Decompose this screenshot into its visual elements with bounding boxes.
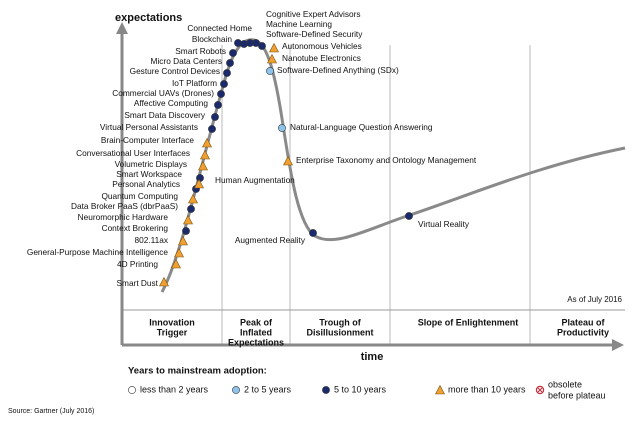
node-marker <box>183 214 193 225</box>
node-marker <box>220 80 228 88</box>
node-label: Gesture Control Devices <box>130 66 220 76</box>
node-marker <box>226 59 234 67</box>
node-label: Nanotube Electronics <box>282 53 361 63</box>
node-marker <box>223 69 231 77</box>
node-label: Software-Defined Security <box>266 29 363 39</box>
source: Source: Gartner (July 2016) <box>8 408 94 415</box>
node-label: Context Brokering <box>102 223 169 233</box>
phase-label: Plateau of <box>561 317 605 327</box>
node-label: Personal Analytics <box>112 179 180 189</box>
node-marker <box>208 125 216 133</box>
phase-label: Trough of <box>319 317 361 327</box>
phase-label: Innovation <box>149 317 195 327</box>
node-label: 802.11ax <box>134 235 168 245</box>
phase-label: Productivity <box>557 327 609 337</box>
node-label: 4D Printing <box>117 259 158 269</box>
legend-marker <box>128 386 136 394</box>
node-label: IoT Platform <box>172 78 217 88</box>
legend-label: less than 2 years <box>140 384 209 394</box>
node-label: Smart Data Discovery <box>124 110 206 120</box>
node-label: General-Purpose Machine Intelligence <box>27 247 169 257</box>
node-label: Human Augmentation <box>215 175 295 185</box>
node-label: Quantum Computing <box>101 191 178 201</box>
node-label: Neuromorphic Hardware <box>78 212 169 222</box>
as-of: As of July 2016 <box>567 295 622 304</box>
node-label: Cognitive Expert Advisors <box>266 9 361 19</box>
node-label: Autonomous Vehicles <box>282 41 362 51</box>
layer: Smart Dust 4D Printing General-Purpose Mac… <box>27 9 609 400</box>
node-label: Blockchain <box>192 34 233 44</box>
node-label: Enterprise Taxonomy and Ontology Managem… <box>296 155 477 165</box>
node-marker <box>214 101 222 109</box>
legend-marker <box>322 386 330 394</box>
node-marker <box>217 90 225 98</box>
legend-title: Years to mainstream adoption: <box>128 366 267 377</box>
node-marker <box>187 205 195 213</box>
node-label: Machine Learning <box>266 19 332 29</box>
node-marker <box>269 42 279 53</box>
node-label: Smart Robots <box>175 46 226 56</box>
legend-label: 2 to 5 years <box>244 384 292 394</box>
phase-label: Peak of <box>240 317 273 327</box>
node-marker <box>174 247 184 258</box>
node-label: Virtual Personal Assistants <box>100 122 198 132</box>
node-label: Connected Home <box>187 23 252 33</box>
node-label: Brain-Computer Interface <box>101 135 195 145</box>
node-label: Data Broker PaaS (dbrPaaS) <box>71 201 178 211</box>
node-marker <box>258 42 266 50</box>
legend-marker <box>537 387 543 393</box>
node-marker <box>211 113 219 121</box>
y-axis-arrow <box>116 22 128 34</box>
node-marker <box>267 53 277 64</box>
node-label: Smart Workspace <box>116 169 182 179</box>
node-label: Software-Defined Anything (SDx) <box>277 65 399 75</box>
node-label: Augmented Reality <box>235 235 306 245</box>
node-marker <box>196 174 204 182</box>
node-marker <box>159 276 169 287</box>
legend-label: 5 to 10 years <box>334 384 387 394</box>
node-marker <box>194 178 204 189</box>
node-label: Conversational User Interfaces <box>76 148 190 158</box>
node-marker <box>198 160 208 171</box>
x-axis-label: time <box>361 351 384 363</box>
node-label: Volumetric Displays <box>115 159 187 169</box>
node-marker <box>229 49 237 57</box>
node-marker <box>202 137 212 148</box>
legend-marker <box>232 386 240 394</box>
node-marker <box>266 67 274 75</box>
legend-label: before plateau <box>548 390 606 400</box>
phase-label: Disillusionment <box>306 327 373 337</box>
node-marker <box>283 155 293 166</box>
legend-label: more than 10 years <box>448 384 526 394</box>
node-label: Affective Computing <box>134 98 208 108</box>
node-marker <box>309 229 317 237</box>
phase-label: Trigger <box>157 327 188 337</box>
node-marker <box>171 258 181 269</box>
legend-label: obsolete <box>548 379 582 389</box>
y-axis-label: expectations <box>115 12 182 24</box>
node-marker <box>182 227 190 235</box>
phase-label: Inflated <box>240 327 272 337</box>
node-label: Micro Data Centers <box>151 56 222 66</box>
node-label: Smart Dust <box>117 278 159 288</box>
node-marker <box>188 193 198 204</box>
x-axis-arrow <box>612 339 624 351</box>
node-marker <box>278 124 286 132</box>
phase-label: Slope of Enlightenment <box>418 317 519 327</box>
node-marker <box>405 212 413 220</box>
node-marker <box>200 149 210 160</box>
node-label: Commercial UAVs (Drones) <box>112 88 214 98</box>
node-marker <box>178 235 188 246</box>
phase-label: Expectations <box>228 337 284 347</box>
node-label: Virtual Reality <box>418 219 470 229</box>
legend-marker <box>435 384 445 395</box>
node-label: Natural-Language Question Answering <box>290 122 433 132</box>
